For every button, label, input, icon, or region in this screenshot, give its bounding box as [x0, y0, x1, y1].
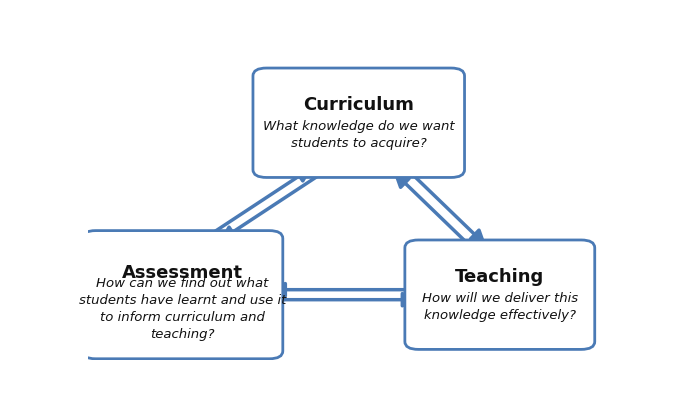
Text: What knowledge do we want
students to acquire?: What knowledge do we want students to ac… [263, 120, 454, 149]
Text: Teaching: Teaching [455, 267, 545, 285]
Text: How can we find out what
students have learnt and use it
to inform curriculum an: How can we find out what students have l… [78, 277, 286, 340]
Text: How will we deliver this
knowledge effectively?: How will we deliver this knowledge effec… [421, 291, 578, 321]
FancyBboxPatch shape [82, 231, 283, 359]
Text: Assessment: Assessment [122, 264, 243, 281]
FancyBboxPatch shape [405, 241, 595, 350]
FancyBboxPatch shape [253, 69, 465, 178]
Text: Curriculum: Curriculum [303, 96, 414, 114]
